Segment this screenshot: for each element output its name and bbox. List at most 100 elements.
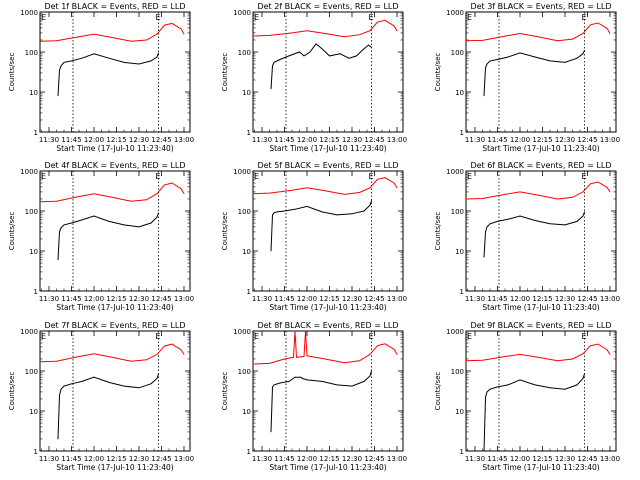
series-point	[507, 218, 509, 220]
series-point	[293, 356, 294, 358]
series-point	[138, 387, 140, 389]
series-point	[59, 231, 60, 233]
series-point	[576, 384, 578, 386]
series-point	[486, 226, 488, 228]
y-tick-label: 1000	[20, 168, 38, 176]
x-tick-label: 12:30	[342, 295, 362, 303]
series-point	[497, 386, 498, 388]
series-point	[111, 37, 113, 38]
series-point	[71, 222, 72, 224]
series-point	[485, 231, 486, 233]
detector-panel: Det 5f BLACK = Events, RED = LLD 1 10 100 10…	[221, 161, 407, 312]
y-tick-label: 10	[29, 408, 38, 416]
detector-panel: Det 2f BLACK = Events, RED = LLD 1 10 100 10…	[221, 2, 407, 153]
series-point	[273, 212, 275, 214]
series-point	[485, 67, 486, 69]
x-tick-label: 11:30	[465, 136, 485, 144]
x-tick-label: 11:30	[252, 136, 272, 144]
detector-panel: Det 4f BLACK = Events, RED = LLD 1 10 100 10…	[8, 161, 194, 312]
series-point	[356, 55, 357, 57]
series-point	[482, 198, 483, 199]
series-point	[111, 356, 113, 358]
series-point	[156, 56, 158, 58]
series-point	[306, 30, 308, 32]
panel-title: Det 8f BLACK = Events, RED = LLD	[257, 321, 398, 330]
series-point	[609, 191, 611, 193]
y-tick-label: 100	[25, 368, 38, 376]
series-point	[582, 353, 584, 355]
series-point	[324, 358, 326, 360]
y-tick-label: 1	[460, 448, 464, 456]
x-tick-label: 12:45	[364, 136, 384, 144]
series-point	[300, 376, 302, 378]
series-point	[486, 63, 488, 65]
series-point	[123, 61, 125, 63]
series-line	[252, 177, 398, 195]
panel-title: Det 2f BLACK = Events, RED = LLD	[257, 2, 398, 11]
series-point	[584, 211, 585, 213]
detector-panel: Det 8f BLACK = Events, RED = LLD 1 10 100 10…	[221, 321, 407, 472]
y-tick-label: 100	[451, 49, 464, 57]
series-point	[279, 59, 281, 60]
series-point	[584, 49, 585, 51]
series-point	[131, 360, 132, 362]
y-tick-label: 1000	[20, 9, 38, 17]
series-point	[123, 385, 125, 387]
x-tick-label: 12:15	[106, 136, 126, 144]
y-axis-label: Counts/sec	[221, 53, 229, 92]
x-tick-label: 12:00	[84, 295, 104, 303]
series-point	[56, 40, 57, 42]
series-point	[56, 360, 57, 362]
series-point	[359, 360, 360, 362]
x-tick-label: 12:45	[151, 136, 171, 144]
series-point	[564, 388, 566, 390]
series-point	[108, 220, 110, 222]
x-axis-label: Start Time (17-Jul-10 11:23:40)	[269, 303, 386, 312]
x-tick-label: 12:30	[555, 295, 575, 303]
series-point	[534, 220, 536, 221]
series-point	[39, 40, 41, 42]
x-tick-label: 12:15	[319, 455, 339, 463]
detector-panel: Det 7f BLACK = Events, RED = LLD 1 10 100 10…	[8, 321, 194, 472]
y-axis-label: Counts/sec	[434, 53, 442, 92]
plot-frame	[252, 330, 404, 452]
series-point	[306, 187, 308, 189]
y-tick-label: 100	[238, 208, 251, 216]
x-tick-label: 12:45	[151, 295, 171, 303]
series-point	[306, 206, 308, 207]
series-point	[582, 53, 584, 55]
series-point	[519, 33, 521, 34]
series-point	[288, 55, 290, 57]
x-tick-label: 12:00	[510, 295, 530, 303]
series-point	[359, 34, 360, 36]
series-point	[150, 60, 152, 62]
series-point	[519, 52, 521, 54]
series-point	[294, 208, 296, 210]
series-point	[93, 376, 95, 378]
x-tick-label: 11:30	[465, 455, 485, 463]
series-point	[111, 196, 113, 198]
series-point	[294, 376, 296, 378]
series-point	[507, 56, 509, 58]
series-point	[363, 48, 365, 50]
series-point	[306, 379, 308, 381]
detector-panel: Det 9f BLACK = Events, RED = LLD 1 10 100 10…	[434, 321, 620, 472]
series-point	[270, 88, 272, 90]
series-point	[606, 27, 608, 29]
y-tick-label: 10	[455, 89, 464, 97]
x-axis-label: Start Time (17-Jul-10 11:23:40)	[56, 144, 173, 153]
series-point	[81, 57, 83, 59]
series-point	[63, 385, 65, 387]
y-tick-label: 100	[451, 368, 464, 376]
series-point	[497, 220, 498, 222]
marker-label: E	[254, 172, 259, 181]
series-point	[549, 223, 551, 225]
series-point	[309, 51, 311, 53]
marker-label: E	[156, 172, 161, 181]
series-point	[78, 196, 80, 197]
series-point	[81, 380, 83, 382]
series-point	[606, 186, 608, 188]
series-point	[291, 189, 293, 191]
series-point	[572, 196, 573, 198]
x-tick-label: 12:45	[364, 455, 384, 463]
